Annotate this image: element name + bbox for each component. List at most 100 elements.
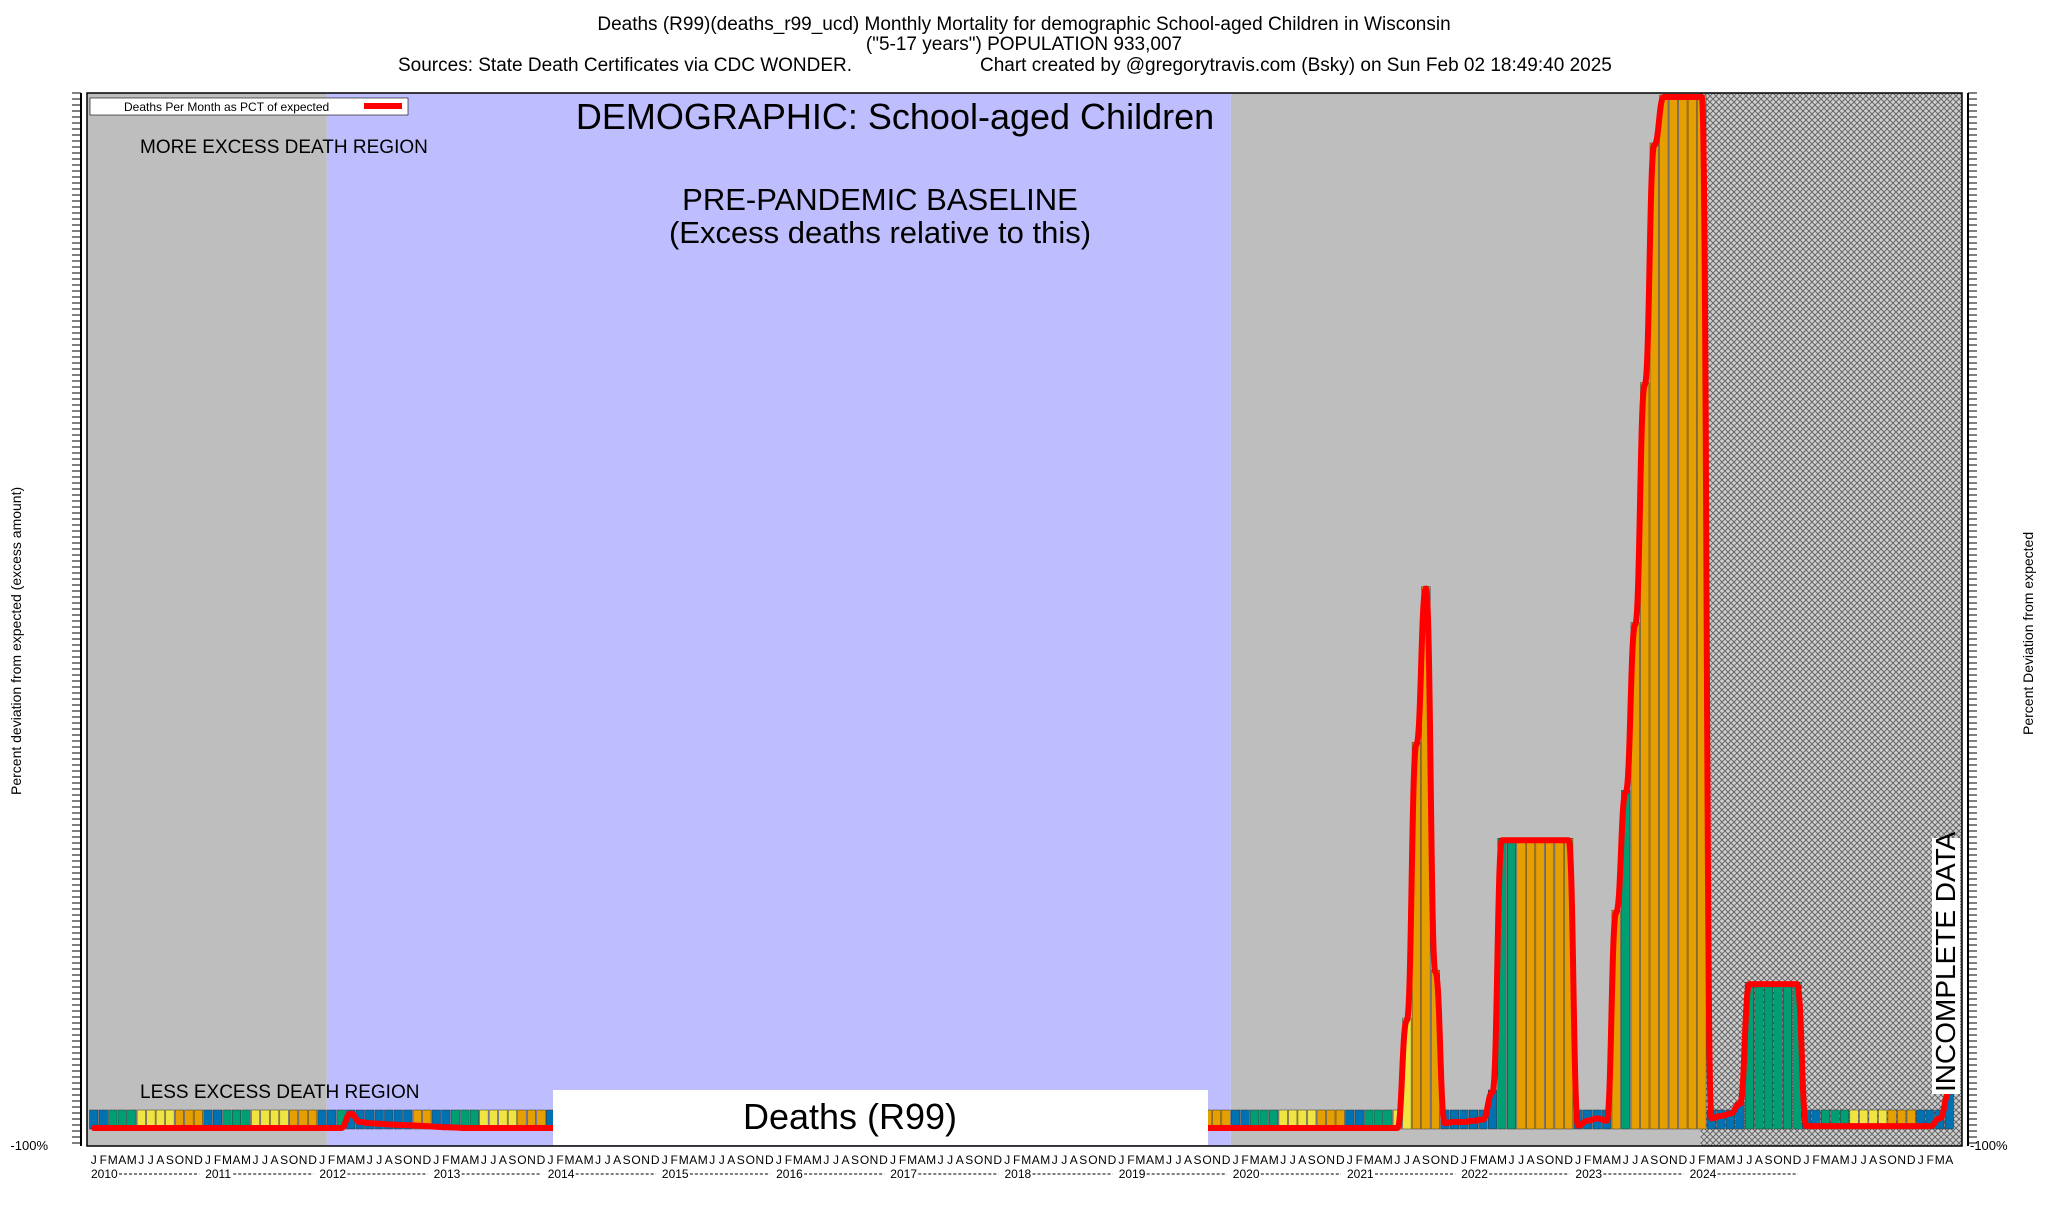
month-tick-label: M [469,1153,479,1167]
year-tick-label: 2013 [434,1167,461,1181]
bar [393,1109,403,1130]
month-tick-label: A [118,1153,126,1167]
month-tick-label: A [232,1153,240,1167]
month-tick-label: M [1021,1153,1031,1167]
year-tick-label: 2016 [776,1167,803,1181]
bar [1725,1109,1735,1130]
month-tick-label: N [413,1153,422,1167]
year-tick-label: 2018 [1005,1167,1032,1181]
month-tick-label: F [785,1153,792,1167]
month-tick-label: O [1888,1153,1897,1167]
month-tick-label: J [367,1153,373,1167]
month-tick-label: J [1918,1153,1924,1167]
bar [1545,838,1555,1130]
month-tick-label: A [499,1153,507,1167]
month-tick-label: M [336,1153,346,1167]
svg-text:Deaths (R99): Deaths (R99) [743,1096,957,1137]
month-tick-label: O [1545,1153,1554,1167]
bar [1773,981,1783,1130]
month-tick-label: J [890,1153,896,1167]
chart-title: Deaths (R99)(deaths_r99_ucd) Monthly Mor… [597,14,1450,35]
month-tick-label: J [205,1153,211,1167]
month-tick-label: J [823,1153,829,1167]
bar [1535,838,1545,1130]
series-name-box: Deaths (R99) [553,1090,1208,1145]
month-tick-label: J [1347,1153,1353,1167]
month-tick-label: J [1746,1153,1752,1167]
bar [384,1109,394,1130]
month-tick-label: A [1603,1153,1611,1167]
month-tick-label: S [508,1153,516,1167]
month-tick-label: O [289,1153,298,1167]
year-tick-label: 2019 [1119,1167,1146,1181]
month-tick-label: F [556,1153,563,1167]
region-pre-baseline [87,93,327,1146]
month-tick-label: D [1678,1153,1687,1167]
year-tick-label: 2023 [1575,1167,1602,1181]
month-tick-label: N [1212,1153,1221,1167]
month-tick-label: S [1879,1153,1887,1167]
month-tick-label: N [527,1153,536,1167]
month-tick-label: D [422,1153,431,1167]
month-tick-label: J [605,1153,611,1167]
month-tick-label: J [1575,1153,1581,1167]
month-tick-label: F [671,1153,678,1167]
month-tick-label: J [595,1153,601,1167]
chart-subtitle: ("5-17 years") POPULATION 933,007 [866,34,1182,55]
year-tick-label: 2012 [319,1167,346,1181]
month-tick-label: O [1088,1153,1097,1167]
baseline-label-line1: PRE-PANDEMIC BASELINE [682,182,1078,217]
bar [365,1109,375,1130]
month-tick-label: D [1222,1153,1231,1167]
month-tick-label: S [1193,1153,1201,1167]
month-tick-label: M [1935,1153,1945,1167]
year-tick-label: 2024 [1690,1167,1717,1181]
month-tick-label: O [631,1153,640,1167]
month-tick-label: J [138,1153,144,1167]
month-tick-label: M [1269,1153,1279,1167]
month-tick-label: A [1527,1153,1535,1167]
month-tick-label: N [755,1153,764,1167]
left-ticks [72,92,82,1146]
month-tick-label: J [1804,1153,1810,1167]
month-tick-label: M [1383,1153,1393,1167]
month-tick-label: J [1061,1153,1067,1167]
month-tick-label: F [899,1153,906,1167]
incomplete-data-label: INCOMPLETE DATA [1930,831,1961,1094]
month-tick-label: J [1737,1153,1743,1167]
month-tick-label: O [1431,1153,1440,1167]
month-tick-label: S [623,1153,631,1167]
y-axis-label-right: Percent Deviation from expected [2020,532,2036,735]
month-tick-label: J [1404,1153,1410,1167]
month-tick-label: J [1689,1153,1695,1167]
month-tick-label: N [870,1153,879,1167]
month-tick-label: O [1659,1153,1668,1167]
year-tick-label: 2017 [890,1167,917,1181]
month-tick-label: O [403,1153,412,1167]
month-tick-label: F [100,1153,107,1167]
month-tick-label: O [1317,1153,1326,1167]
bar [412,1109,422,1130]
month-tick-label: M [1840,1153,1850,1167]
month-tick-label: J [776,1153,782,1167]
month-tick-label: N [1783,1153,1792,1167]
bar [1678,94,1688,1130]
month-tick-label: F [1127,1153,1134,1167]
month-tick-label: N [641,1153,650,1167]
month-tick-label: J [319,1153,325,1167]
month-tick-label: A [803,1153,811,1167]
month-tick-label: J [548,1153,554,1167]
bar [1668,94,1678,1130]
month-tick-label: F [1584,1153,1591,1167]
month-tick-label: O [1773,1153,1782,1167]
month-tick-label: J [662,1153,668,1167]
month-tick-label: S [1650,1153,1658,1167]
month-tick-label: O [860,1153,869,1167]
month-tick-label: J [1052,1153,1058,1167]
month-tick-label: A [270,1153,278,1167]
month-tick-label: A [1945,1153,1953,1167]
month-tick-label: J [1176,1153,1182,1167]
month-tick-label: M [355,1153,365,1167]
